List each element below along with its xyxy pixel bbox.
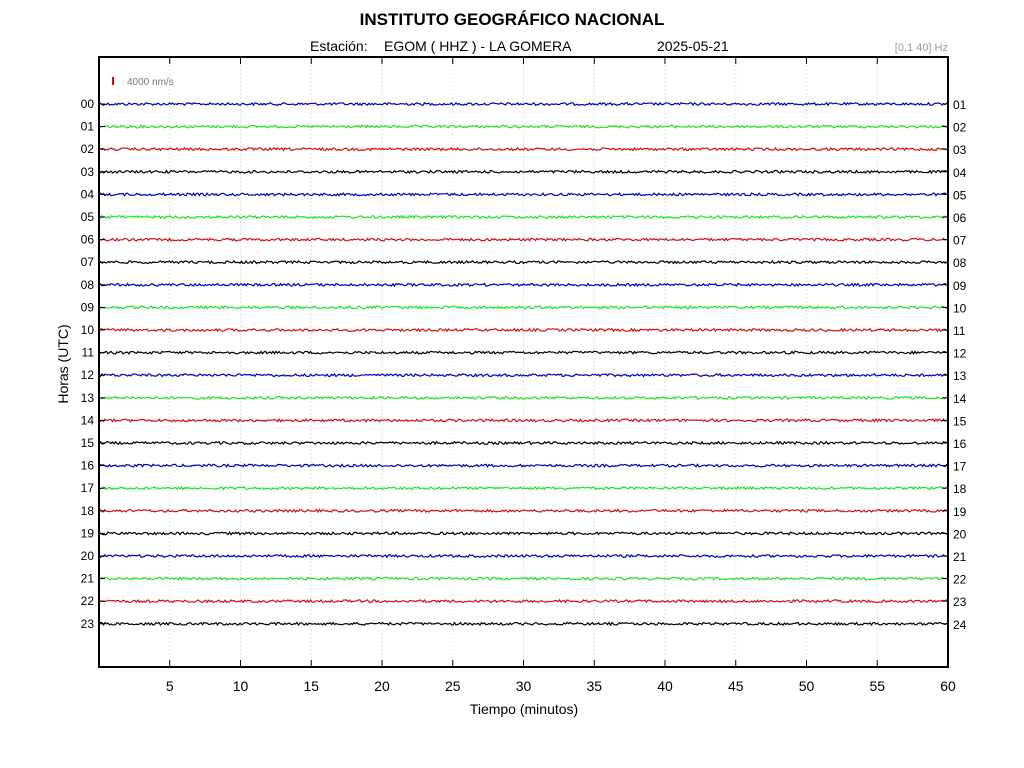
chart-title: INSTITUTO GEOGRÁFICO NACIONAL [359,10,665,29]
trace-hour-02 [98,146,949,152]
hour-label-left: 19 [81,526,95,540]
trace-hour-15 [98,440,949,446]
hour-label-left: 20 [81,549,95,563]
trace-hour-19 [98,531,949,536]
hour-label-right: 15 [953,414,967,428]
trace-hour-14 [98,417,949,423]
hour-label-left: 15 [81,436,95,450]
trace-hour-07 [98,259,949,265]
hour-label-right: 06 [953,211,967,225]
hour-label-left: 10 [81,323,95,337]
hour-label-left: 17 [81,481,95,495]
hour-label-right: 02 [953,121,967,135]
trace-hour-04 [98,192,949,197]
hour-label-right: 23 [953,595,967,609]
station-name: EGOM ( HHZ ) - LA GOMERA [384,38,572,54]
trace-hour-05 [98,214,949,220]
hour-label-right: 01 [953,98,967,112]
hour-label-left: 09 [81,300,95,314]
hour-label-right: 03 [953,143,967,157]
x-tick-label: 25 [445,678,461,694]
trace-hour-03 [98,169,949,175]
hour-label-left: 02 [81,142,95,156]
trace-hour-01 [98,124,949,129]
hour-label-left: 03 [81,165,95,179]
hour-label-right: 17 [953,460,967,474]
hour-label-right: 12 [953,347,967,361]
hour-label-right: 20 [953,527,967,541]
trace-hour-18 [98,508,949,514]
station-label: Estación: [310,38,368,54]
hour-label-right: 24 [953,618,967,632]
scale-bar [112,77,114,85]
chart-date: 2025-05-21 [657,38,729,54]
hour-label-right: 14 [953,392,967,406]
trace-hour-17 [98,485,949,491]
hour-label-right: 18 [953,482,967,496]
hour-label-left: 06 [81,233,95,247]
x-tick-label: 40 [657,678,673,694]
trace-hour-13 [98,395,949,401]
hour-label-right: 05 [953,188,967,202]
x-tick-label: 45 [728,678,744,694]
hour-label-right: 19 [953,505,967,519]
hour-label-left: 22 [81,594,95,608]
hour-label-right: 21 [953,550,967,564]
trace-hour-06 [98,237,949,242]
x-tick-label: 60 [940,678,956,694]
hour-label-right: 13 [953,369,967,383]
hour-label-left: 21 [81,572,95,586]
scale-label: 4000 nm/s [127,77,174,88]
hour-label-right: 09 [953,279,967,293]
hour-label-left: 16 [81,459,95,473]
hour-label-right: 11 [953,324,966,338]
grid-lines [169,57,878,667]
trace-hour-00 [98,101,949,107]
hour-label-left: 00 [81,97,95,111]
trace-hour-21 [98,576,949,582]
x-tick-label: 55 [869,678,885,694]
x-tick-label: 35 [586,678,602,694]
x-tick-label: 20 [374,678,390,694]
x-axis-label: Tiempo (minutos) [470,701,578,717]
x-tick-label: 50 [799,678,815,694]
trace-hour-23 [98,621,949,627]
x-tick-label: 30 [516,678,532,694]
hour-label-left: 14 [81,413,95,427]
hour-label-left: 13 [81,391,95,405]
x-tick-label: 10 [233,678,249,694]
hour-label-left: 01 [81,120,95,134]
hour-label-left: 04 [81,187,95,201]
trace-hour-08 [98,282,949,288]
x-tick-label: 15 [303,678,319,694]
filter-band-label: [0.1 40] Hz [894,42,948,54]
trace-hour-22 [98,598,949,604]
hour-label-right: 04 [953,166,967,180]
hour-label-left: 12 [81,368,95,382]
hour-label-left: 23 [81,617,95,631]
hour-label-right: 16 [953,437,967,451]
axis-ticks: 5 10 15 20 25 30 35 40 45 50 55 60 00 01 01 02 02 03 03 04 0… [81,57,967,694]
hour-label-left: 08 [81,278,95,292]
hour-label-right: 07 [953,234,967,248]
hour-label-right: 08 [953,256,967,270]
trace-hour-12 [98,372,949,378]
hour-label-right: 10 [953,301,967,315]
trace-hour-16 [98,463,949,468]
hour-label-left: 11 [82,346,95,360]
trace-hour-09 [98,305,949,310]
y-axis-label: Horas (UTC) [55,324,71,403]
trace-hour-11 [98,350,949,355]
hour-label-left: 07 [81,255,95,269]
hour-label-right: 22 [953,573,967,587]
x-tick-label: 5 [166,678,174,694]
trace-hour-10 [98,327,949,333]
trace-hour-20 [98,553,949,559]
hour-label-left: 05 [81,210,95,224]
hour-label-left: 18 [81,504,95,518]
trace-layer [98,101,949,627]
